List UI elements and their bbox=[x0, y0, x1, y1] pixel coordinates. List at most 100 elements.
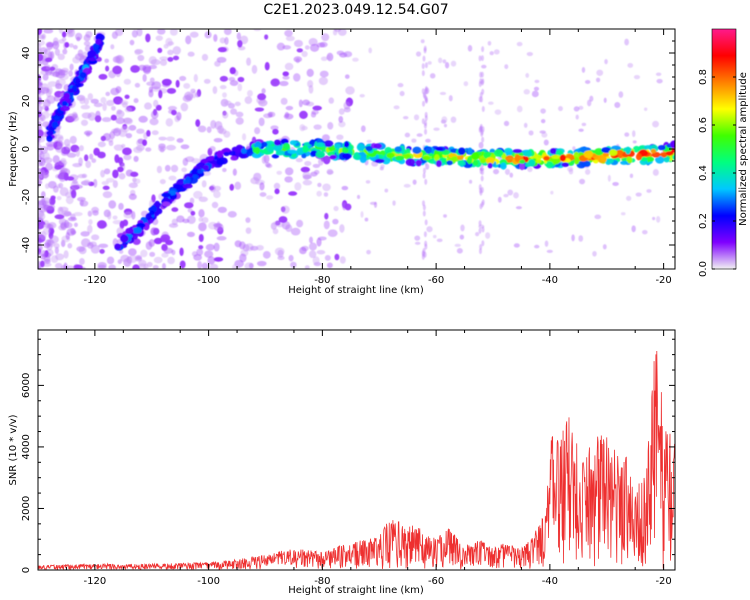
noise-speck bbox=[304, 45, 310, 50]
noise-speck bbox=[487, 40, 492, 46]
noise-speck bbox=[320, 56, 328, 62]
ridge-blob bbox=[500, 162, 507, 170]
noise-speck bbox=[105, 177, 115, 183]
noise-speck bbox=[106, 99, 115, 107]
ridge-blob bbox=[353, 152, 359, 159]
noise-speck bbox=[62, 48, 68, 55]
noise-speck bbox=[223, 29, 232, 36]
ridge-blob bbox=[384, 146, 393, 155]
noise-speck bbox=[110, 87, 120, 96]
noise-speck bbox=[316, 250, 326, 255]
ridge-blob bbox=[87, 50, 97, 58]
snr-xtick-label: -80 bbox=[314, 576, 330, 587]
noise-speck bbox=[327, 229, 338, 238]
ridge-blob bbox=[543, 156, 550, 161]
noise-speck bbox=[167, 57, 174, 62]
noise-speck bbox=[206, 126, 212, 133]
noise-speck bbox=[318, 157, 324, 166]
noise-speck bbox=[95, 110, 101, 119]
noise-speck bbox=[38, 200, 43, 206]
noise-speck bbox=[261, 155, 267, 164]
noise-speck bbox=[53, 95, 60, 102]
noise-speck bbox=[70, 227, 76, 235]
ridge-blob bbox=[260, 149, 268, 154]
ridge-blob bbox=[287, 149, 298, 154]
noise-speck bbox=[399, 90, 405, 97]
noise-speck bbox=[43, 48, 51, 55]
spectrogram-ytick-label: -40 bbox=[21, 237, 32, 253]
noise-speck bbox=[131, 211, 136, 220]
noise-speck bbox=[534, 244, 540, 249]
noise-speck bbox=[63, 211, 72, 217]
noise-speck bbox=[299, 246, 307, 255]
noise-speck bbox=[77, 197, 86, 202]
ridge-blob bbox=[254, 146, 261, 155]
snr-ytick-label: 6000 bbox=[21, 373, 32, 398]
noise-speck bbox=[272, 128, 279, 135]
noise-speck bbox=[61, 150, 69, 156]
noise-speck bbox=[288, 191, 298, 196]
noise-speck bbox=[323, 192, 329, 197]
noise-speck bbox=[333, 206, 339, 212]
ridge-blob bbox=[519, 159, 526, 164]
snr-xlabel: Height of straight line (km) bbox=[288, 585, 424, 596]
noise-speck bbox=[190, 88, 196, 94]
noise-speck bbox=[118, 172, 126, 180]
noise-speck bbox=[183, 82, 191, 89]
noise-speck bbox=[150, 110, 159, 119]
noise-speck bbox=[336, 50, 345, 56]
noise-speck bbox=[58, 182, 64, 189]
noise-speck bbox=[58, 29, 64, 34]
noise-speck bbox=[152, 264, 159, 269]
noise-speck bbox=[167, 105, 177, 111]
noise-speck bbox=[123, 117, 133, 125]
noise-speck bbox=[72, 179, 78, 185]
ridge-blob bbox=[54, 116, 61, 122]
noise-speck bbox=[65, 196, 74, 205]
noise-speck bbox=[209, 145, 216, 152]
noise-speck bbox=[655, 72, 662, 77]
ridge-blob bbox=[271, 154, 280, 159]
noise-speck bbox=[324, 255, 331, 261]
ridge-blob bbox=[301, 153, 307, 159]
noise-speck bbox=[265, 162, 271, 168]
noise-speck bbox=[65, 191, 72, 198]
noise-speck bbox=[416, 133, 423, 137]
noise-speck bbox=[312, 105, 322, 111]
noise-speck bbox=[182, 218, 190, 224]
noise-speck bbox=[195, 119, 201, 127]
noise-speck bbox=[50, 195, 56, 201]
noise-speck bbox=[193, 254, 203, 261]
noise-speck bbox=[166, 87, 177, 94]
ridge-blob bbox=[202, 164, 209, 171]
noise-speck bbox=[198, 234, 204, 242]
noise-speck bbox=[54, 214, 65, 220]
noise-speck bbox=[45, 203, 56, 211]
noise-speck bbox=[584, 169, 591, 175]
spectrogram-ytick-label: 20 bbox=[21, 95, 32, 108]
noise-speck bbox=[38, 48, 43, 54]
noise-speck bbox=[344, 74, 350, 79]
noise-speck bbox=[448, 95, 453, 102]
noise-speck bbox=[222, 92, 227, 98]
colorbar-label: Normalized spectral amplitude bbox=[738, 72, 749, 226]
noise-speck bbox=[284, 29, 293, 37]
noise-speck bbox=[304, 265, 310, 269]
snr-xtick-label: -40 bbox=[542, 576, 558, 587]
noise-speck bbox=[187, 51, 195, 57]
noise-speck bbox=[443, 123, 448, 128]
noise-speck bbox=[52, 155, 60, 164]
noise-speck bbox=[604, 59, 608, 65]
noise-speck bbox=[42, 73, 49, 81]
noise-speck bbox=[584, 80, 591, 84]
noise-speck bbox=[87, 224, 93, 234]
noise-speck bbox=[123, 154, 132, 161]
noise-speck bbox=[443, 214, 447, 218]
noise-speck bbox=[489, 51, 494, 56]
noise-speck bbox=[629, 173, 634, 179]
noise-speck bbox=[326, 54, 331, 60]
noise-speck bbox=[159, 178, 166, 185]
noise-speck bbox=[384, 188, 389, 193]
noise-speck bbox=[77, 49, 84, 57]
noise-speck bbox=[322, 183, 331, 192]
